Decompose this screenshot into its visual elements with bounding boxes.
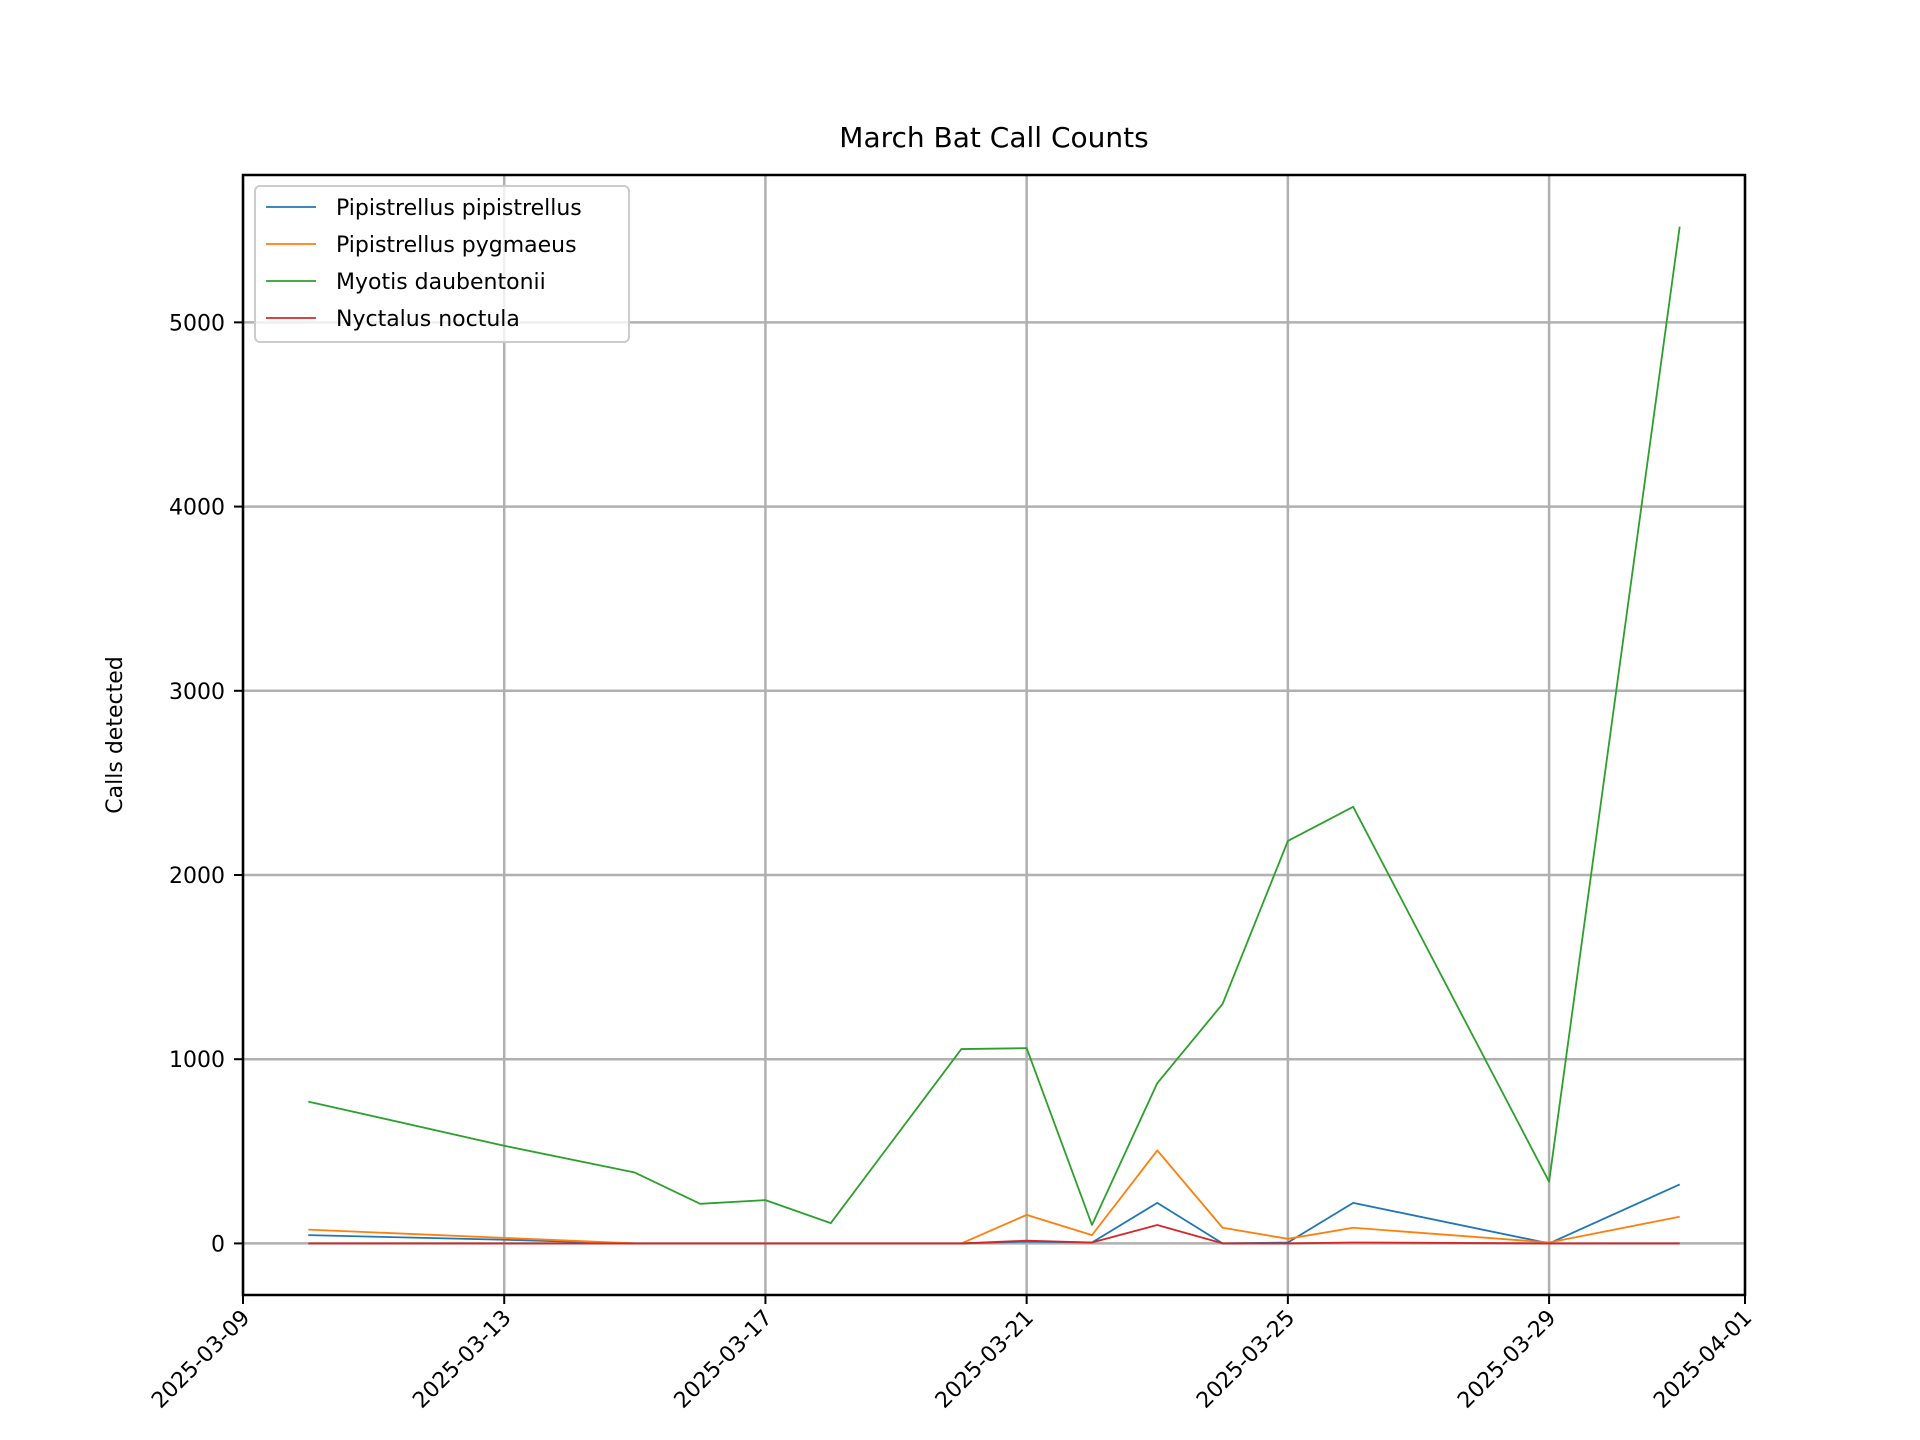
y-tick-label: 4000	[169, 496, 225, 521]
plot-frame	[241, 173, 1747, 1297]
grid	[241, 175, 1747, 1295]
y-axis-label: Calls detected	[103, 656, 128, 813]
legend-label: Pipistrellus pipistrellus	[336, 196, 582, 221]
series-lines	[308, 226, 1681, 1245]
y-tick-label: 1000	[169, 1048, 225, 1073]
chart-title: March Bat Call Counts	[839, 121, 1148, 154]
legend-label: Pipistrellus pygmaeus	[336, 233, 577, 258]
y-tick-label: 5000	[169, 311, 225, 336]
legend-box	[254, 185, 630, 343]
legend-label: Nyctalus noctula	[336, 307, 520, 332]
legend: Pipistrellus pipistrellus Pipistrellus py…	[254, 185, 630, 343]
y-tick-label: 2000	[169, 864, 225, 889]
y-tick-label: 3000	[169, 680, 225, 705]
series-line-myotis-daubentonii	[308, 226, 1681, 1226]
series-line-nyctalus-noctula	[308, 1224, 1680, 1245]
legend-label: Myotis daubentonii	[336, 270, 546, 295]
y-tick-label: 0	[211, 1232, 225, 1257]
